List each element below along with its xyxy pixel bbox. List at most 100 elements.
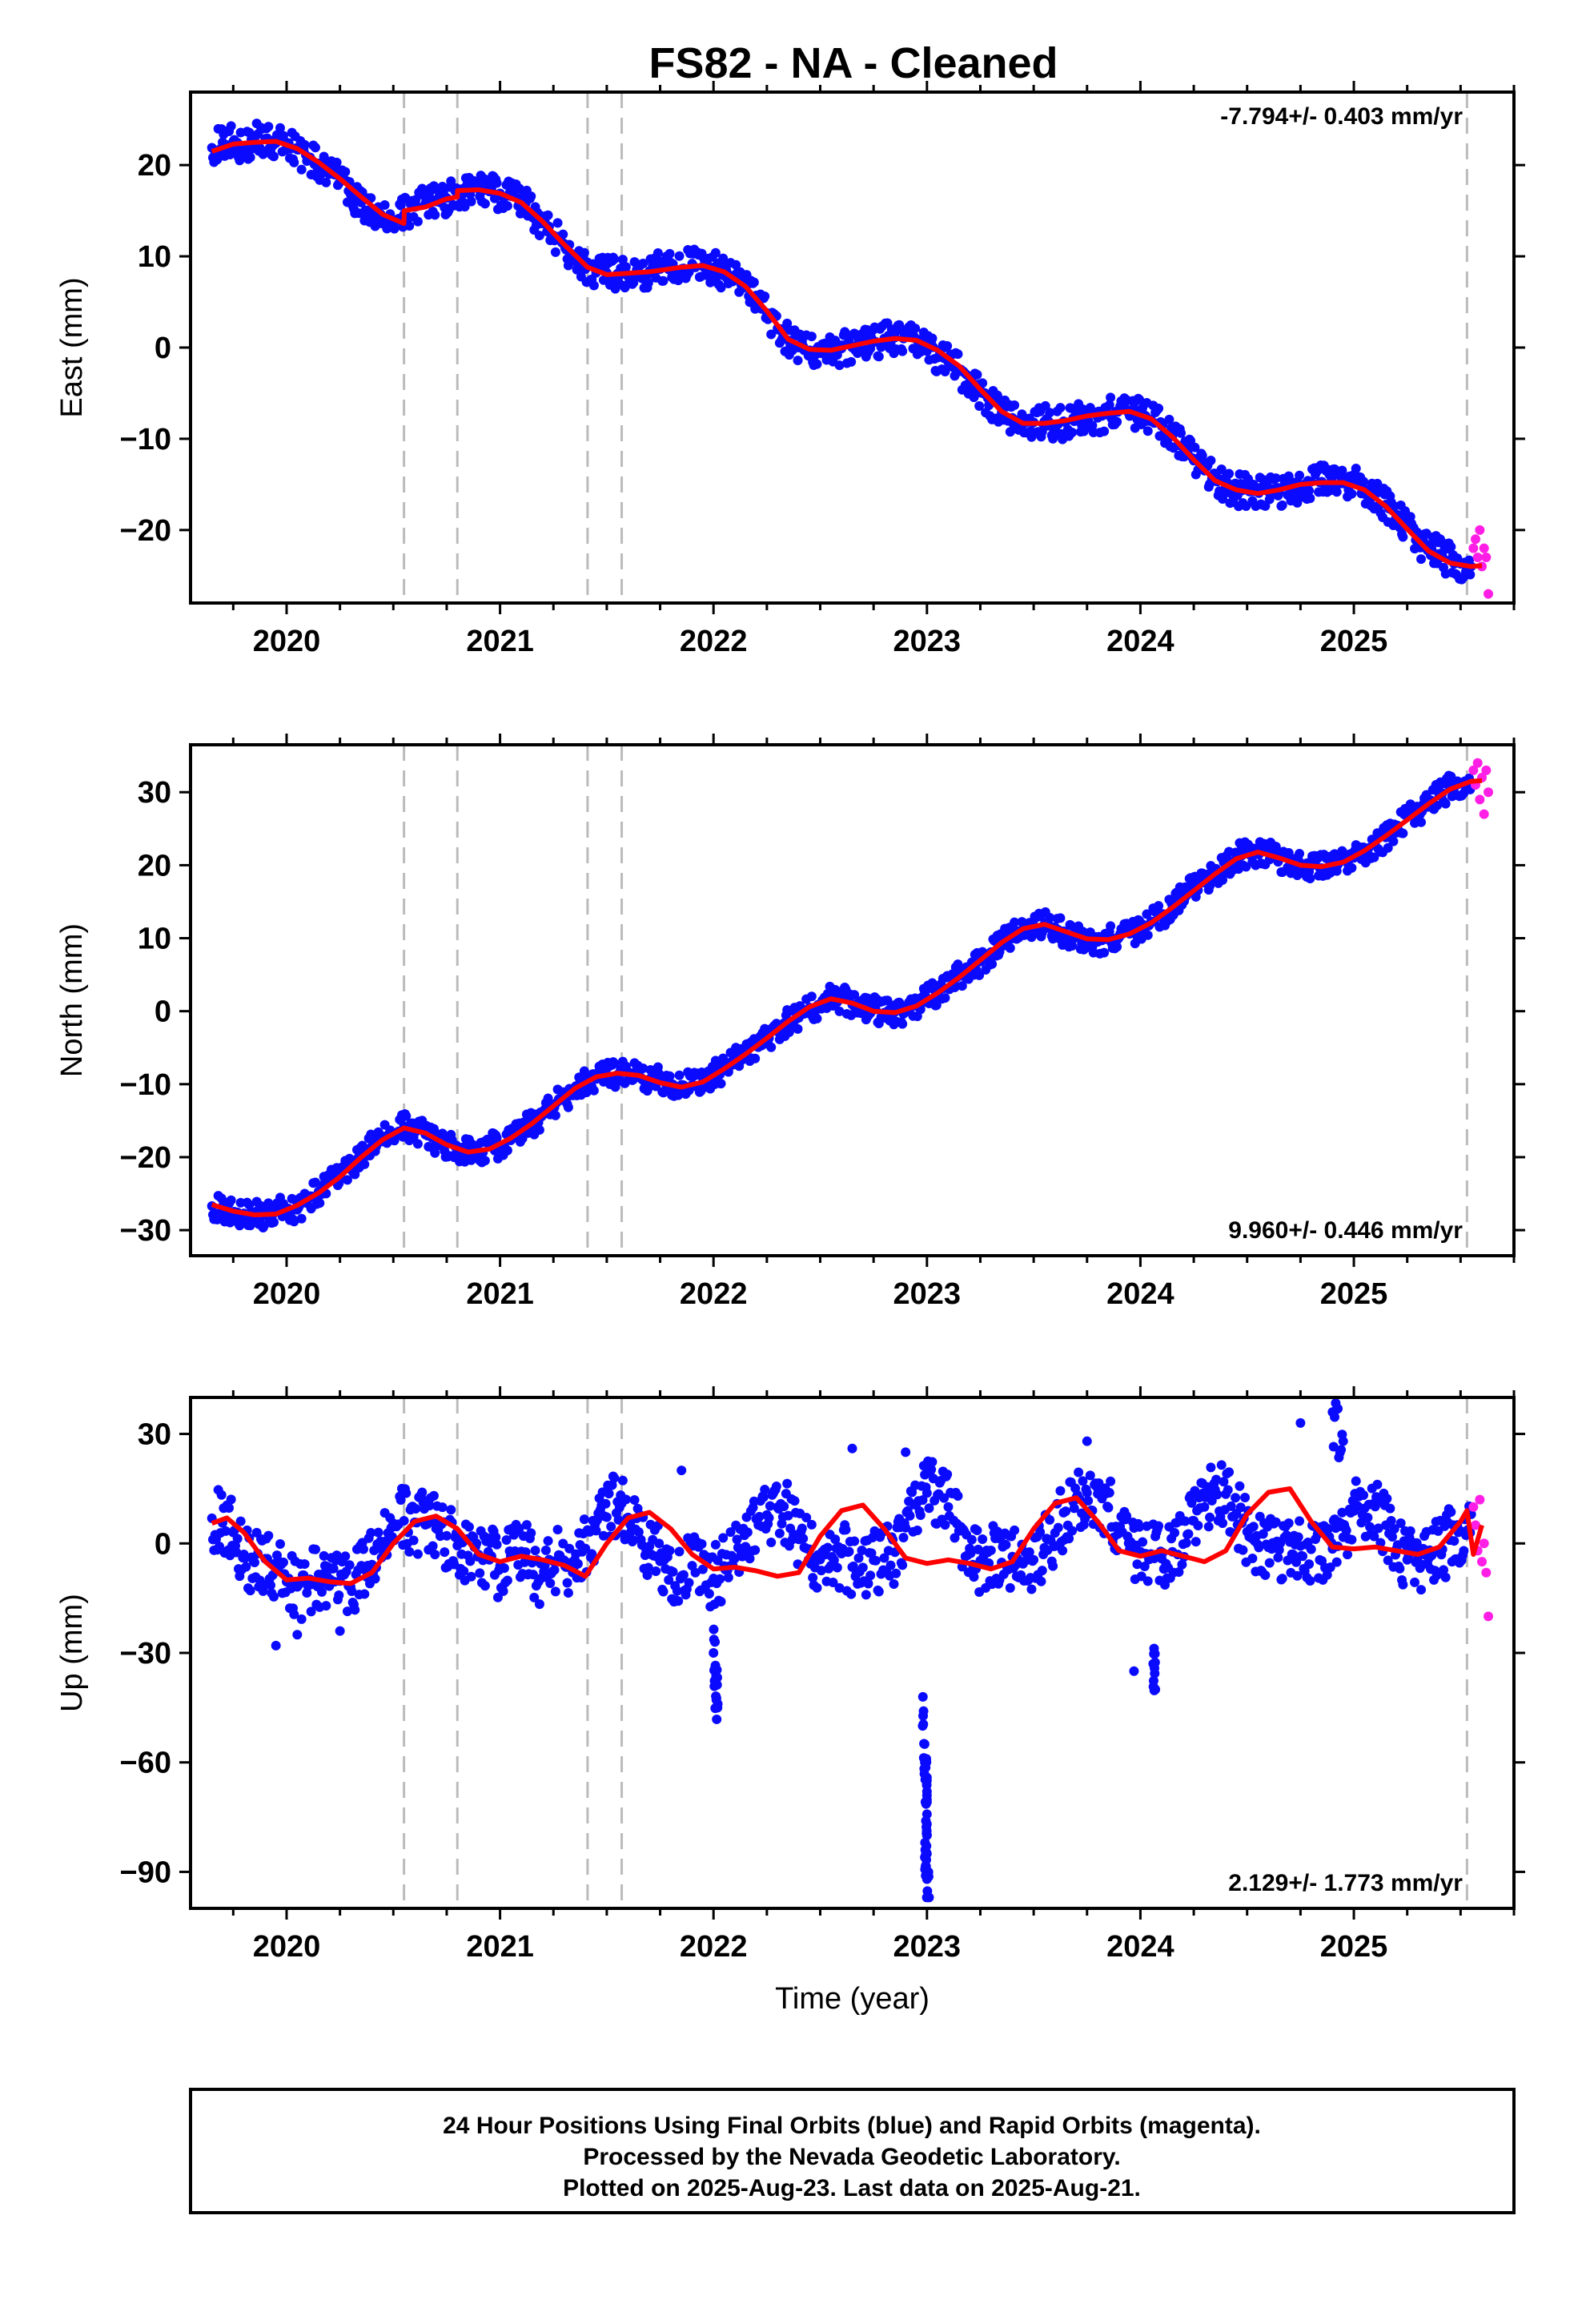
final-orbit-point bbox=[865, 1570, 876, 1581]
final-orbit-point bbox=[1283, 471, 1294, 481]
final-orbit-point bbox=[331, 157, 342, 167]
final-orbit-point bbox=[974, 970, 985, 980]
final-orbit-point bbox=[1351, 463, 1361, 473]
final-orbit-point bbox=[1292, 1570, 1303, 1581]
rapid-orbit-point bbox=[1471, 534, 1481, 545]
x-tick-label: 2022 bbox=[680, 625, 748, 658]
final-orbit-point bbox=[665, 248, 675, 259]
final-orbit-point bbox=[550, 247, 560, 257]
rapid-orbit-point bbox=[1472, 553, 1483, 563]
final-orbit-point bbox=[315, 1198, 325, 1208]
final-orbit-point bbox=[642, 1570, 652, 1580]
final-orbit-point bbox=[766, 1042, 777, 1052]
final-orbit-point bbox=[1199, 1502, 1210, 1512]
final-orbit-point bbox=[1150, 1649, 1160, 1659]
final-orbit-point bbox=[220, 1526, 231, 1536]
final-orbit-point bbox=[1129, 1666, 1139, 1676]
plot-frame bbox=[189, 743, 1516, 1257]
final-orbit-point bbox=[1180, 1516, 1191, 1526]
final-orbit-point bbox=[440, 1547, 450, 1558]
final-orbit-point bbox=[697, 1564, 708, 1574]
final-orbit-point bbox=[347, 1586, 357, 1596]
final-orbit-point bbox=[1205, 1512, 1215, 1522]
model-fit-line bbox=[211, 1486, 1484, 1586]
rapid-orbit-point bbox=[1468, 765, 1479, 775]
final-orbit-point bbox=[1372, 1479, 1383, 1490]
final-orbit-point bbox=[853, 1553, 864, 1563]
y-tick-label: −20 bbox=[120, 514, 171, 548]
y-tick-label: −30 bbox=[120, 1214, 171, 1248]
final-orbit-point bbox=[1383, 842, 1393, 853]
final-orbit-point bbox=[834, 1006, 845, 1016]
final-orbit-point bbox=[412, 216, 423, 227]
final-orbit-point bbox=[668, 1566, 678, 1577]
final-orbit-point bbox=[1440, 798, 1451, 809]
final-orbit-point bbox=[966, 1548, 976, 1558]
final-orbit-point bbox=[1341, 1526, 1351, 1536]
final-orbit-point bbox=[491, 1532, 501, 1542]
final-orbit-point bbox=[716, 1079, 726, 1089]
final-orbit-point bbox=[1069, 1503, 1079, 1514]
x-tick-label: 2025 bbox=[1320, 625, 1388, 658]
final-orbit-point bbox=[1191, 1537, 1201, 1547]
x-tick-label: 2021 bbox=[466, 625, 534, 658]
final-orbit-point bbox=[552, 1524, 563, 1534]
final-orbit-point bbox=[1134, 394, 1145, 404]
final-orbit-point bbox=[712, 1665, 722, 1675]
final-orbit-point bbox=[846, 356, 857, 367]
final-orbit-point bbox=[1174, 1567, 1184, 1578]
final-orbit-point bbox=[1055, 913, 1066, 923]
final-orbit-point bbox=[214, 1541, 224, 1551]
final-orbit-point bbox=[1304, 485, 1315, 496]
final-orbit-point bbox=[526, 1528, 536, 1538]
final-orbit-point bbox=[563, 1588, 573, 1598]
final-orbit-point bbox=[1305, 493, 1315, 504]
chart-title: FS82 - NA - Cleaned bbox=[648, 39, 1058, 87]
x-tick-label: 2025 bbox=[1320, 1930, 1388, 1964]
final-orbit-point bbox=[969, 1572, 979, 1582]
final-orbit-point bbox=[1347, 862, 1357, 873]
final-orbit-point bbox=[226, 1195, 236, 1205]
final-orbit-point bbox=[1304, 1559, 1315, 1570]
final-orbit-point bbox=[1347, 1534, 1357, 1545]
final-orbit-point bbox=[620, 262, 631, 272]
final-orbit-point bbox=[822, 1542, 833, 1553]
y-tick-label: −90 bbox=[120, 1856, 171, 1889]
final-orbit-point bbox=[499, 1563, 509, 1574]
final-orbit-point bbox=[1010, 1525, 1020, 1535]
final-orbit-point bbox=[1363, 1513, 1373, 1523]
y-tick-label: −10 bbox=[120, 423, 171, 456]
final-orbit-point bbox=[1410, 1577, 1420, 1587]
final-orbit-point bbox=[344, 1560, 355, 1570]
final-orbit-point bbox=[931, 1000, 942, 1011]
final-orbit-point bbox=[235, 1516, 246, 1526]
final-orbit-point bbox=[600, 1498, 611, 1509]
final-orbit-point bbox=[697, 1538, 707, 1549]
velocity-label: -7.794+/- 0.403 mm/yr bbox=[1220, 103, 1463, 130]
final-orbit-point bbox=[1074, 1467, 1084, 1478]
final-orbit-point bbox=[715, 1574, 725, 1584]
final-orbit-point bbox=[797, 1523, 807, 1534]
rapid-orbit-point bbox=[1481, 1567, 1492, 1578]
final-orbit-point bbox=[953, 1491, 963, 1502]
final-orbit-point bbox=[716, 1596, 726, 1606]
final-orbit-point bbox=[1190, 442, 1200, 452]
final-orbit-point bbox=[986, 1545, 996, 1555]
rapid-orbit-point bbox=[1472, 758, 1483, 768]
final-orbit-point bbox=[857, 1545, 867, 1555]
final-orbit-point bbox=[350, 1605, 360, 1615]
final-orbit-point bbox=[1331, 487, 1342, 497]
x-tick-label: 2021 bbox=[466, 1277, 534, 1311]
final-orbit-point bbox=[912, 1526, 922, 1536]
final-orbit-point bbox=[588, 1085, 599, 1096]
final-orbit-point bbox=[428, 1541, 438, 1551]
final-orbit-point bbox=[1440, 1572, 1451, 1582]
x-tick-label: 2024 bbox=[1106, 1930, 1174, 1964]
final-orbit-point bbox=[709, 1648, 719, 1658]
final-orbit-point bbox=[334, 1590, 344, 1600]
footer-frame bbox=[189, 2088, 1516, 2214]
final-orbit-point bbox=[1154, 901, 1164, 911]
rapid-orbit-point bbox=[1479, 1538, 1489, 1549]
final-orbit-point bbox=[1078, 1476, 1088, 1486]
final-orbit-point bbox=[1283, 1518, 1294, 1529]
